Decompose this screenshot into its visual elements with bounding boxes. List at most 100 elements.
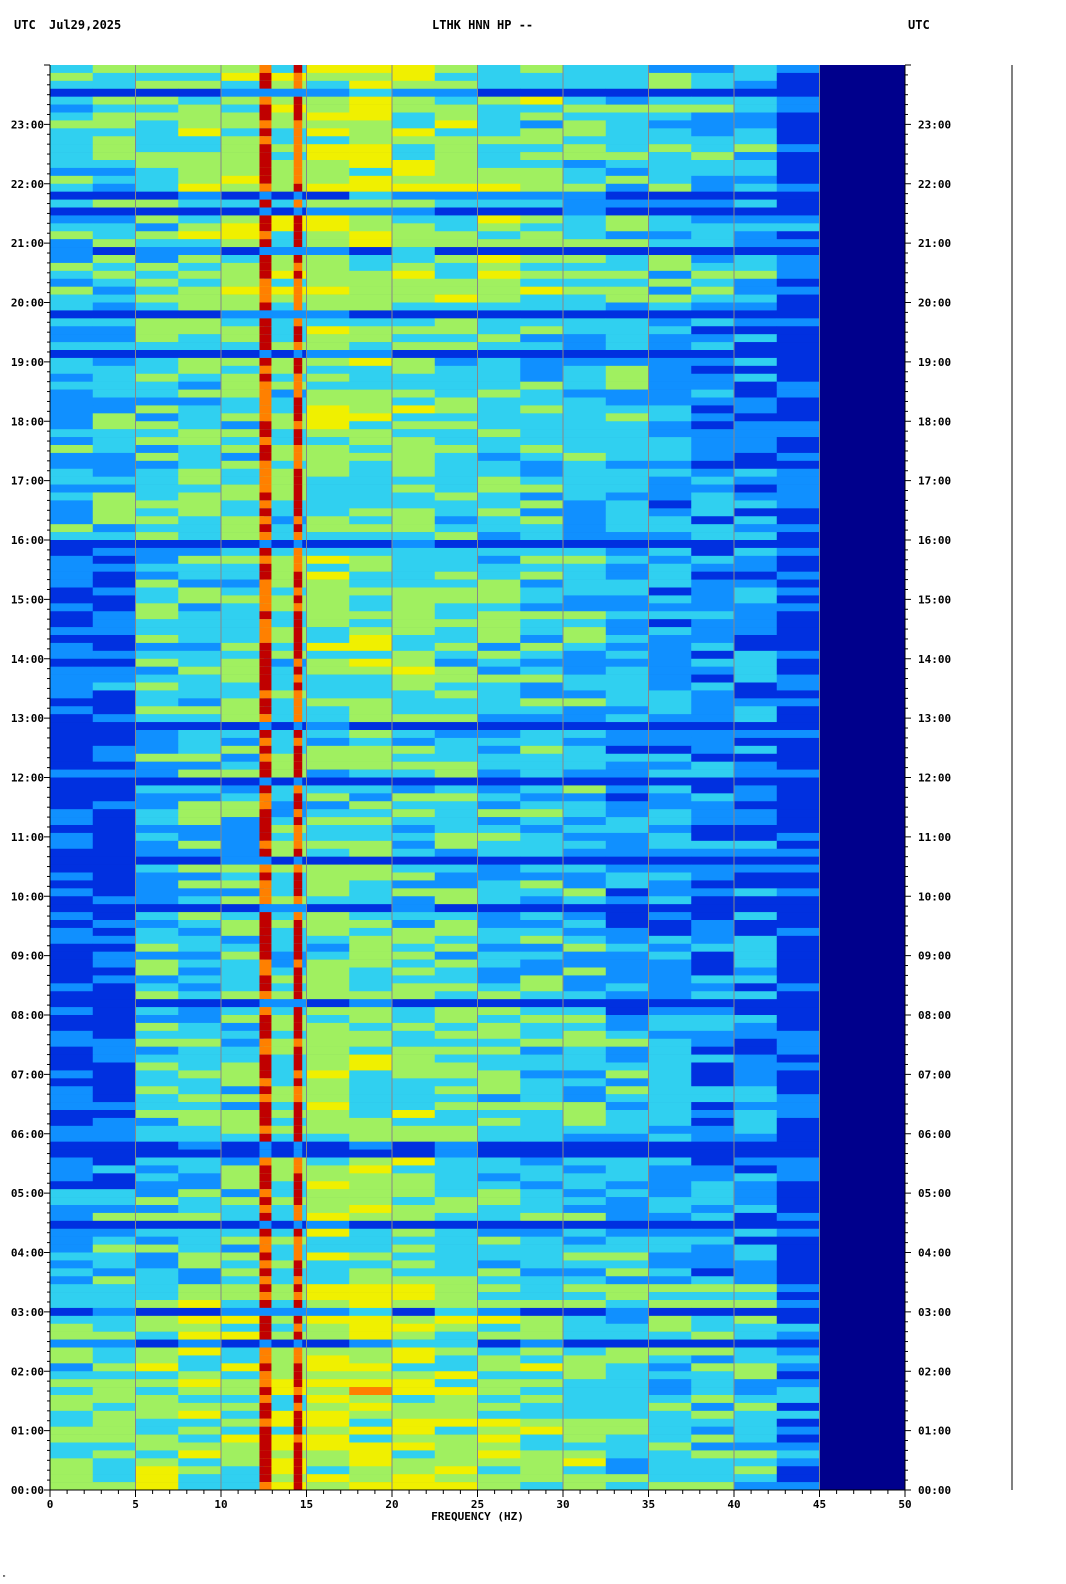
heatmap-cell [221, 524, 265, 533]
heatmap-cell [263, 96, 307, 105]
heatmap-cell [605, 1284, 649, 1293]
heatmap-cell [605, 429, 649, 438]
heatmap-cell [221, 1260, 265, 1269]
y-tick-label-right: 04:00 [918, 1247, 951, 1260]
heatmap-cell [306, 904, 350, 913]
heatmap-cell [434, 65, 478, 74]
heatmap-cell [520, 365, 564, 375]
heatmap-cell [392, 152, 436, 161]
heatmap-cell [92, 1078, 136, 1087]
heatmap-cell [477, 80, 521, 90]
heatmap-cell [477, 1173, 521, 1182]
heatmap-cell [563, 1054, 607, 1063]
heatmap-cell [178, 1078, 222, 1087]
heatmap-cell [178, 666, 222, 675]
heatmap-cell [477, 1078, 521, 1087]
heatmap-cell [392, 912, 436, 921]
heatmap-cell [306, 199, 350, 208]
energy-band-segment [293, 896, 303, 905]
heatmap-cell [477, 1395, 521, 1404]
heatmap-cell [349, 1276, 393, 1285]
heatmap-cell [349, 1220, 393, 1230]
heatmap-cell [50, 294, 94, 303]
heatmap-cell [221, 1347, 265, 1356]
heatmap-cell [221, 999, 265, 1008]
heatmap-cell [477, 753, 521, 762]
heatmap-cell [434, 112, 478, 121]
heatmap-cell [221, 856, 265, 865]
heatmap-cell [563, 136, 607, 145]
heatmap-cell [135, 1387, 179, 1396]
heatmap-cell [306, 302, 350, 311]
heatmap-cell [734, 1276, 778, 1285]
heatmap-cell [221, 270, 265, 280]
heatmap-cell [306, 152, 350, 161]
heatmap-cell [178, 611, 222, 620]
heatmap-cell [306, 1070, 350, 1079]
heatmap-cell [563, 595, 607, 604]
heatmap-cell [50, 1117, 94, 1127]
y-tick-label-right: 05:00 [918, 1187, 951, 1200]
heatmap-cell [605, 183, 649, 192]
heatmap-cell [50, 745, 94, 755]
heatmap-cell [135, 318, 179, 327]
heatmap-cell [135, 1323, 179, 1332]
heatmap-cell [691, 1482, 735, 1491]
heatmap-cell [50, 1300, 94, 1309]
heatmap-cell [691, 183, 735, 192]
heatmap-cell [392, 167, 436, 177]
heatmap-cell [306, 1117, 350, 1127]
heatmap-cell [92, 1363, 136, 1372]
heatmap-cell [648, 1331, 692, 1340]
heatmap-cell [392, 468, 436, 477]
heatmap-cell [776, 817, 820, 826]
energy-band-segment [293, 389, 303, 398]
heatmap-cell [477, 872, 521, 881]
energy-band-segment [293, 1379, 303, 1388]
energy-band-segment [259, 262, 272, 272]
heatmap-cell [605, 1331, 649, 1340]
heatmap-cell [92, 262, 136, 272]
heatmap-cell [178, 484, 222, 493]
heatmap-cell [434, 1046, 478, 1055]
heatmap-cell [50, 888, 94, 897]
energy-band-segment [293, 1228, 303, 1237]
heatmap-cell [520, 674, 564, 683]
heatmap-cell [135, 555, 179, 565]
heatmap-cell [434, 547, 478, 557]
heatmap-cell [178, 80, 222, 90]
heatmap-cell [135, 1038, 179, 1047]
heatmap-cell [520, 817, 564, 826]
heatmap-cell [392, 1402, 436, 1412]
heatmap-cell [392, 342, 436, 351]
heatmap-cell [92, 1379, 136, 1388]
heatmap-cell [734, 603, 778, 612]
heatmap-cell [92, 904, 136, 913]
heatmap-cell [92, 1442, 136, 1451]
heatmap-cell [349, 627, 393, 636]
heatmap-cell [776, 516, 820, 525]
heatmap-cell [563, 80, 607, 90]
heatmap-cell [605, 563, 649, 572]
heatmap-cell [221, 1268, 265, 1277]
heatmap-cell [349, 619, 393, 628]
heatmap-cell [349, 160, 393, 169]
heatmap-cell [776, 967, 820, 976]
heatmap-cell [178, 951, 222, 960]
heatmap-cell [349, 1110, 393, 1119]
heatmap-cell [648, 1307, 692, 1317]
heatmap-cell [92, 429, 136, 438]
heatmap-cell [477, 801, 521, 810]
heatmap-cell [178, 405, 222, 414]
energy-band-segment [259, 587, 272, 596]
heatmap-cell [92, 532, 136, 541]
heatmap-cell [221, 1410, 265, 1420]
heatmap-cell [520, 579, 564, 588]
heatmap-cell [50, 769, 94, 778]
heatmap-cell [691, 1355, 735, 1364]
heatmap-cell [691, 1070, 735, 1079]
heatmap-cell [50, 864, 94, 873]
heatmap-cell [520, 682, 564, 691]
heatmap-cell [263, 215, 307, 224]
heatmap-cell [50, 967, 94, 976]
